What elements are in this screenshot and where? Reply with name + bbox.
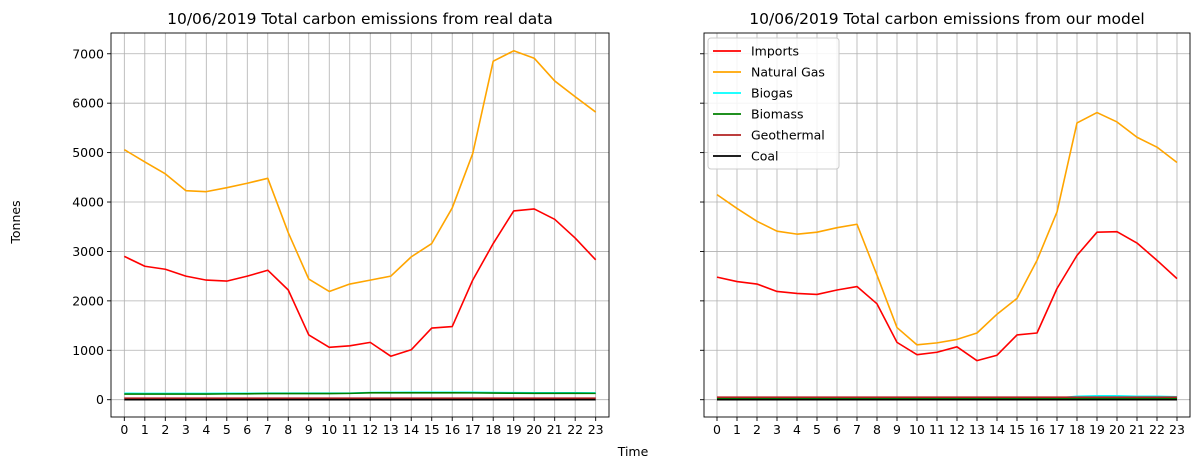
x-tick-label: 4 [793, 422, 801, 437]
x-tick-label: 10 [321, 422, 337, 437]
axes-frame [703, 32, 1191, 418]
chart-panel-model: 0 1 2 3 4 5 6 7 8 9 10 11 12 13 14 15 16 17 18 19 20 21 22 2310… [700, 10, 1191, 437]
x-tick-label: 16 [444, 422, 460, 437]
x-tick-label: 22 [567, 422, 583, 437]
axes-frame [110, 32, 610, 418]
x-tick-label: 4 [202, 422, 210, 437]
x-tick-label: 17 [465, 422, 481, 437]
x-tick-label: 5 [223, 422, 231, 437]
x-tick-label: 23 [1169, 422, 1185, 437]
chart-panel-real-data: 0 1 2 3 4 5 6 7 8 9 10 11 12 13 14 15 16 17 18 19 20 21 22 2301… [72, 10, 610, 437]
y-tick-label: 3000 [72, 244, 104, 259]
legend-box [707, 37, 840, 170]
x-tick-label: 5 [813, 422, 821, 437]
figure-xlabel: Time [617, 444, 649, 459]
x-tick-label: 12 [949, 422, 965, 437]
x-tick-label: 15 [424, 422, 440, 437]
x-tick-label: 2 [753, 422, 761, 437]
x-tick-label: 18 [1069, 422, 1085, 437]
x-tick-label: 16 [1029, 422, 1045, 437]
chart-title: 10/06/2019 Total carbon emissions from r… [167, 10, 553, 28]
x-tick-label: 8 [284, 422, 292, 437]
legend-label-imports: Imports [751, 44, 799, 59]
legend-label-geothermal: Geothermal [751, 128, 825, 143]
chart-title: 10/06/2019 Total carbon emissions from o… [749, 10, 1144, 28]
x-tick-label: 3 [182, 422, 190, 437]
series-line-natural-gas [716, 111, 1178, 346]
legend-label-natural-gas: Natural Gas [751, 65, 825, 80]
x-tick-label: 1 [141, 422, 149, 437]
x-tick-label: 14 [403, 422, 419, 437]
series-line-imports [123, 208, 597, 358]
x-tick-label: 7 [853, 422, 861, 437]
y-tick-label: 6000 [72, 96, 104, 111]
x-tick-label: 21 [1129, 422, 1145, 437]
x-tick-label: 17 [1049, 422, 1065, 437]
x-tick-label: 23 [588, 422, 604, 437]
x-tick-label: 20 [1109, 422, 1125, 437]
x-tick-label: 19 [506, 422, 522, 437]
x-tick-label: 9 [305, 422, 313, 437]
x-tick-label: 6 [243, 422, 251, 437]
legend: Imports Natural Gas Biogas Biomass Geotherma… [707, 37, 840, 170]
x-tick-label: 9 [893, 422, 901, 437]
x-tick-label: 0 [713, 422, 721, 437]
series-line-natural-gas [123, 49, 597, 293]
legend-label-biomass: Biomass [751, 107, 804, 122]
y-tick-label: 7000 [72, 46, 104, 61]
y-tick-label: 4000 [72, 195, 104, 210]
x-tick-label: 6 [833, 422, 841, 437]
series-line-biomass [124, 391, 596, 395]
x-tick-label: 13 [969, 422, 985, 437]
x-tick-label: 14 [989, 422, 1005, 437]
x-tick-label: 13 [383, 422, 399, 437]
x-tick-label: 21 [547, 422, 563, 437]
x-tick-label: 8 [873, 422, 881, 437]
x-tick-label: 11 [342, 422, 358, 437]
x-tick-label: 18 [485, 422, 501, 437]
x-tick-label: 12 [362, 422, 378, 437]
figure-ylabel: Tonnes [8, 200, 23, 244]
y-tick-label: 0 [96, 392, 104, 407]
x-tick-label: 20 [526, 422, 542, 437]
series-line-imports [716, 230, 1178, 362]
x-tick-label: 22 [1149, 422, 1165, 437]
x-tick-label: 10 [909, 422, 925, 437]
y-tick-label: 1000 [72, 343, 104, 358]
x-tick-label: 19 [1089, 422, 1105, 437]
x-tick-label: 2 [161, 422, 169, 437]
x-tick-label: 0 [120, 422, 128, 437]
x-tick-label: 3 [773, 422, 781, 437]
y-tick-label: 2000 [72, 293, 104, 308]
legend-label-coal: Coal [751, 149, 779, 164]
y-tick-label: 5000 [72, 145, 104, 160]
x-tick-label: 1 [733, 422, 741, 437]
legend-label-biogas: Biogas [751, 86, 793, 101]
x-tick-label: 11 [929, 422, 945, 437]
x-tick-label: 7 [264, 422, 272, 437]
x-tick-label: 15 [1009, 422, 1025, 437]
